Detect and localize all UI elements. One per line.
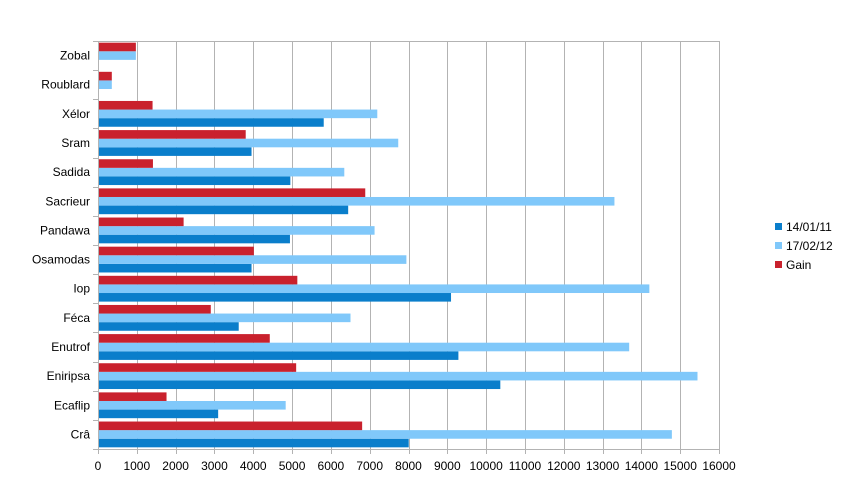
category-label: Féca bbox=[63, 311, 90, 325]
bar-17-02-12-sram bbox=[99, 138, 399, 148]
legend-label: 14/01/11 bbox=[786, 220, 832, 234]
bar-gain-roublard bbox=[99, 71, 112, 81]
bar-gain-sram bbox=[99, 130, 246, 139]
bar-gain-crâ bbox=[99, 421, 363, 431]
bar-17-02-12-eniripsa bbox=[99, 371, 698, 381]
bar-17-02-12-roublard bbox=[99, 80, 112, 90]
bar-gain-sadida bbox=[99, 159, 153, 168]
bar-14-01-11-sadida bbox=[99, 176, 291, 186]
x-tick-label: 12000 bbox=[547, 459, 581, 473]
legend-label: Gain bbox=[786, 258, 811, 272]
category-label: Sram bbox=[61, 136, 90, 150]
category-labels: Crâ Ecaflip Eniripsa Enutrof Féca Iop Osamodas… bbox=[32, 49, 91, 442]
bar-gain-ecaflip bbox=[99, 392, 167, 401]
bar-gain-sacrieur bbox=[99, 188, 366, 197]
x-tick-label: 5000 bbox=[279, 459, 306, 473]
bar-17-02-12-iop bbox=[99, 284, 650, 294]
x-tick-label: 4000 bbox=[240, 459, 267, 473]
bar-gain-xélor bbox=[99, 100, 153, 110]
bar-17-02-12-zobal bbox=[99, 51, 136, 60]
x-tick-label: 13000 bbox=[586, 459, 620, 473]
x-tick-label: 0 bbox=[95, 459, 102, 473]
bar-14-01-11-ecaflip bbox=[99, 409, 219, 419]
bar-17-02-12-enutrof bbox=[99, 342, 630, 352]
category-label: Sadida bbox=[53, 165, 91, 179]
category-label: Pandawa bbox=[40, 223, 90, 237]
x-tick-label: 1000 bbox=[123, 459, 150, 473]
bar-17-02-12-sacrieur bbox=[99, 196, 615, 206]
value-tick-labels: 0 1000 2000 3000 4000 5000 6000 7000 8000 9000 100… bbox=[95, 459, 736, 473]
x-tick-label: 7000 bbox=[356, 459, 383, 473]
x-tick-label: 3000 bbox=[201, 459, 228, 473]
legend-swatch bbox=[775, 261, 782, 268]
bar-14-01-11-iop bbox=[99, 293, 452, 302]
category-label: Zobal bbox=[60, 49, 90, 63]
bar-gain-eniripsa bbox=[99, 363, 297, 372]
bar-14-01-11-osamodas bbox=[99, 263, 252, 273]
x-tick-label: 15000 bbox=[664, 459, 698, 473]
bar-17-02-12-ecaflip bbox=[99, 400, 286, 410]
x-tick-label: 9000 bbox=[434, 459, 461, 473]
bar-14-01-11-sacrieur bbox=[99, 205, 349, 215]
x-tick-label: 6000 bbox=[318, 459, 345, 473]
bar-gain-pandawa bbox=[99, 217, 184, 227]
category-label: Sacrieur bbox=[45, 194, 90, 208]
category-label: Osamodas bbox=[32, 253, 90, 267]
bar-17-02-12-pandawa bbox=[99, 226, 375, 235]
legend-swatch bbox=[775, 223, 782, 230]
bar-14-01-11-crâ bbox=[99, 438, 409, 448]
category-label: Iop bbox=[73, 282, 90, 296]
bar-17-02-12-osamodas bbox=[99, 255, 407, 264]
x-tick-label: 8000 bbox=[395, 459, 422, 473]
axes bbox=[93, 41, 719, 450]
bar-14-01-11-féca bbox=[99, 322, 239, 331]
x-tick-label: 11000 bbox=[509, 459, 542, 473]
bar-17-02-12-sadida bbox=[99, 167, 345, 177]
legend-swatch bbox=[775, 242, 782, 249]
bar-17-02-12-xélor bbox=[99, 109, 378, 119]
bar-gain-enutrof bbox=[99, 334, 270, 343]
category-label: Crâ bbox=[71, 427, 91, 441]
x-tick-label: 16000 bbox=[702, 459, 736, 473]
category-label: Xélor bbox=[62, 107, 90, 121]
category-label: Ecaflip bbox=[54, 398, 90, 412]
bar-14-01-11-eniripsa bbox=[99, 380, 501, 390]
x-tick-label: 10000 bbox=[469, 459, 503, 473]
bar-14-01-11-sram bbox=[99, 147, 252, 156]
category-label: Enutrof bbox=[51, 340, 90, 354]
bars bbox=[99, 42, 698, 448]
category-label: Roublard bbox=[41, 78, 90, 92]
bar-14-01-11-xélor bbox=[99, 118, 324, 127]
legend: 14/01/11 17/02/12 Gain bbox=[775, 220, 833, 272]
bar-gain-féca bbox=[99, 304, 211, 314]
bar-14-01-11-pandawa bbox=[99, 234, 290, 244]
category-label: Eniripsa bbox=[47, 369, 91, 383]
bar-17-02-12-féca bbox=[99, 313, 351, 323]
bar-gain-iop bbox=[99, 275, 298, 285]
bar-17-02-12-crâ bbox=[99, 430, 672, 439]
x-tick-label: 14000 bbox=[625, 459, 659, 473]
bar-gain-zobal bbox=[99, 42, 136, 52]
bar-gain-osamodas bbox=[99, 246, 254, 256]
x-tick-label: 2000 bbox=[162, 459, 189, 473]
legend-label: 17/02/12 bbox=[786, 239, 833, 253]
bar-14-01-11-enutrof bbox=[99, 351, 459, 360]
